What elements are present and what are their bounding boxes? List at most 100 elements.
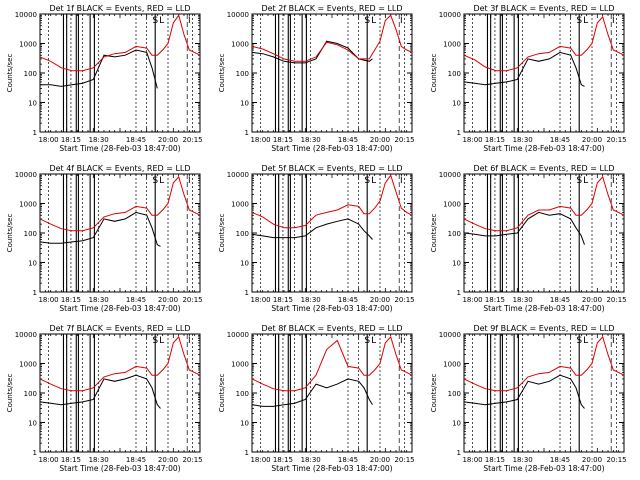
lld-series-line	[39, 335, 201, 392]
panel-title: Det 8f BLACK = Events, RED = LLD	[261, 324, 402, 333]
y-tick-label: 100	[236, 230, 249, 238]
x-tick-label: 20:15	[606, 296, 626, 304]
x-tick-label: 18:30	[301, 296, 321, 304]
flag-marker-label: L	[583, 176, 588, 186]
x-tick-label: 18:15	[61, 296, 81, 304]
x-axis-label: Start Time (28-Feb-03 18:47:00)	[271, 144, 392, 153]
lld-series-line	[39, 14, 201, 72]
y-axis-label: Counts/sec	[430, 214, 438, 253]
flag-marker-label: L	[371, 336, 376, 346]
events-series-line	[39, 211, 161, 247]
flag-marker-label: I	[612, 16, 615, 26]
x-tick-label: 20:00	[582, 136, 602, 144]
x-tick-label: 20:15	[606, 456, 626, 464]
y-tick-label: 10000	[227, 11, 249, 19]
x-tick-label: 18:45	[550, 296, 570, 304]
x-axis-label: Start Time (28-Feb-03 18:47:00)	[483, 144, 604, 153]
flag-marker-label: L	[583, 336, 588, 346]
x-tick-label: 18:45	[126, 456, 146, 464]
y-tick-label: 1000	[231, 201, 249, 209]
flag-marker-label: S	[576, 176, 582, 186]
flag-marker-label: I	[400, 176, 403, 186]
y-tick-label: 1000	[19, 201, 37, 209]
events-series-line	[251, 378, 373, 407]
flag-marker-label: I	[188, 16, 191, 26]
x-axis-label: Start Time (28-Feb-03 18:47:00)	[483, 304, 604, 313]
y-tick-label: 1	[245, 129, 249, 137]
events-series-line	[39, 374, 161, 409]
flag-marker-label: S	[152, 336, 158, 346]
x-tick-label: 18:30	[89, 296, 109, 304]
y-tick-label: 1000	[443, 201, 461, 209]
panel-title: Det 2f BLACK = Events, RED = LLD	[261, 4, 402, 13]
y-tick-label: 1	[33, 289, 37, 297]
y-tick-label: 10000	[439, 171, 461, 179]
flag-marker-label: L	[159, 176, 164, 186]
y-tick-label: 100	[448, 390, 461, 398]
panel-title: Det 6f BLACK = Events, RED = LLD	[473, 164, 614, 173]
x-axis-label: Start Time (28-Feb-03 18:47:00)	[271, 464, 392, 473]
lld-series-line	[39, 175, 201, 232]
y-tick-label: 1000	[231, 41, 249, 49]
y-tick-label: 1000	[19, 41, 37, 49]
y-axis-label: Counts/sec	[6, 374, 14, 413]
x-tick-label: 18:30	[301, 136, 321, 144]
x-tick-label: 18:00	[462, 136, 482, 144]
y-tick-label: 10000	[15, 171, 37, 179]
flag-marker-label: S	[152, 176, 158, 186]
y-tick-label: 10000	[15, 11, 37, 19]
events-series-line	[40, 49, 158, 89]
x-tick-label: 18:15	[61, 136, 81, 144]
y-tick-label: 1	[457, 449, 461, 457]
x-tick-label: 18:00	[462, 296, 482, 304]
x-tick-label: 18:45	[338, 456, 358, 464]
flag-marker-label: S	[364, 16, 370, 26]
x-tick-label: 18:30	[301, 456, 321, 464]
x-tick-label: 18:15	[485, 296, 505, 304]
panel-det-4: 1 10 100 1000 10000 18:00 18:15 18:30 18:45 20:00…	[6, 164, 203, 313]
flag-marker-label: I	[612, 176, 615, 186]
x-tick-label: 18:30	[513, 456, 533, 464]
x-tick-label: 18:15	[273, 136, 293, 144]
lld-series-line	[463, 15, 625, 72]
y-tick-label: 1000	[19, 361, 37, 369]
y-axis-label: Counts/sec	[218, 214, 226, 253]
y-tick-label: 10000	[439, 331, 461, 339]
x-tick-label: 20:00	[582, 296, 602, 304]
y-tick-label: 1	[457, 289, 461, 297]
x-tick-label: 18:15	[485, 456, 505, 464]
y-tick-label: 1	[245, 289, 249, 297]
x-tick-label: 20:00	[158, 136, 178, 144]
y-tick-label: 1000	[231, 361, 249, 369]
x-tick-label: 18:15	[485, 136, 505, 144]
panel-title: Det 7f BLACK = Events, RED = LLD	[49, 324, 190, 333]
x-tick-label: 18:00	[38, 136, 58, 144]
y-tick-label: 10	[452, 100, 461, 108]
y-tick-label: 1	[33, 129, 37, 137]
y-tick-label: 1	[245, 449, 249, 457]
y-tick-label: 10	[28, 260, 37, 268]
y-axis-label: Counts/sec	[430, 54, 438, 93]
x-tick-label: 18:15	[61, 456, 81, 464]
panel-title: Det 3f BLACK = Events, RED = LLD	[473, 4, 614, 13]
flag-marker-label: I	[400, 16, 403, 26]
y-axis-label: Counts/sec	[430, 374, 438, 413]
x-axis-label: Start Time (28-Feb-03 18:47:00)	[59, 464, 180, 473]
y-tick-label: 10	[28, 100, 37, 108]
y-tick-label: 10	[240, 420, 249, 428]
x-tick-label: 18:15	[273, 296, 293, 304]
y-axis-label: Counts/sec	[218, 54, 226, 93]
x-tick-label: 20:00	[370, 296, 390, 304]
x-tick-label: 20:15	[182, 456, 202, 464]
x-axis-label: Start Time (28-Feb-03 18:47:00)	[271, 304, 392, 313]
y-tick-label: 1000	[443, 41, 461, 49]
x-tick-label: 18:00	[38, 456, 58, 464]
lld-series-line	[251, 335, 413, 392]
y-tick-label: 100	[24, 390, 37, 398]
x-tick-label: 18:30	[89, 456, 109, 464]
y-tick-label: 10000	[227, 331, 249, 339]
y-axis-label: Counts/sec	[6, 54, 14, 93]
flag-marker-label: I	[188, 176, 191, 186]
y-tick-label: 10	[452, 420, 461, 428]
